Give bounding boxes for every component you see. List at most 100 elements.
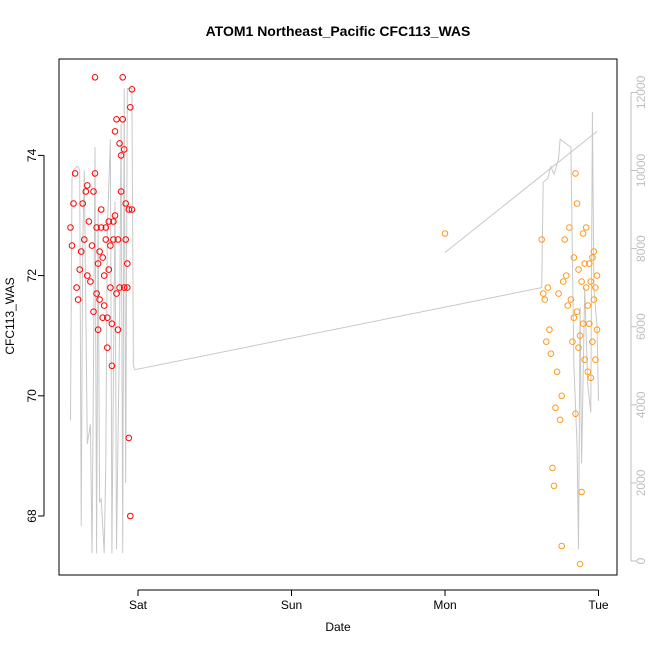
data-point-series-2 [581,260,589,267]
data-point-series-1 [125,434,133,442]
data-point-series-2 [575,266,582,273]
data-point-series-1 [91,74,99,81]
data-point-series-1 [93,290,100,297]
data-point-series-1 [111,212,119,219]
data-point-series-1 [128,206,136,213]
data-point-series-1 [96,296,103,303]
data-point-series-2 [582,224,590,231]
data-point-series-2 [579,230,587,237]
data-point-series-2 [539,290,547,297]
data-point-series-2 [582,284,590,291]
y-tick-label-right: 8000 [634,235,648,262]
x-tick-label: Sun [281,598,302,612]
y-tick-label-right: 0 [634,557,648,564]
data-point-series-1 [114,326,122,334]
data-point-series-1 [85,218,93,225]
data-point-series-1 [119,116,126,123]
y-tick-label-right: 2000 [634,469,648,496]
y-tick-label-left: 70 [25,389,39,403]
data-point-series-2 [564,302,572,309]
y-tick-label-right: 12000 [634,75,648,109]
data-point-series-1 [90,308,97,316]
data-point-series-1 [105,218,113,225]
data-point-series-1 [102,224,110,231]
data-point-series-1 [67,224,74,231]
data-point-series-1 [108,320,116,328]
data-point-series-2 [561,236,569,243]
data-point-series-2 [569,338,576,346]
data-point-series-2 [584,368,592,376]
data-point-series-1 [102,236,110,243]
data-point-series-2 [587,374,595,382]
data-point-series-2 [576,332,584,340]
data-point-series-2 [552,404,559,412]
data-point-series-1 [99,314,106,322]
data-point-series-2 [558,392,566,400]
data-point-series-1 [125,206,133,213]
data-point-series-1 [122,200,129,207]
data-point-series-1 [84,182,91,189]
data-point-series-2 [553,368,561,376]
data-point-series-1 [76,266,83,273]
data-point-series-2 [572,170,579,177]
data-point-series-2 [590,248,598,255]
points-layer [67,74,601,568]
y-tick-label-right: 6000 [634,313,648,340]
data-point-series-1 [104,314,111,322]
data-point-series-2 [559,278,567,285]
data-point-series-1 [68,242,76,249]
y-tick-label-right: 4000 [634,391,648,418]
data-point-series-1 [81,236,88,243]
data-point-series-1 [117,188,125,195]
data-point-series-2 [549,464,556,472]
data-point-series-2 [538,236,546,243]
data-point-series-2 [541,296,549,303]
data-point-series-1 [88,242,96,249]
data-point-series-2 [567,296,575,303]
data-point-series-1 [96,248,103,255]
data-point-series-1 [107,242,114,249]
data-point-series-1 [90,188,97,195]
data-point-series-1 [97,206,105,213]
data-point-series-2 [584,302,592,309]
data-point-series-2 [589,254,596,261]
data-point-series-1 [93,224,100,231]
altitude-line-segment [70,88,599,554]
data-point-series-2 [441,230,449,237]
chart-title: ATOM1 Northeast_Pacific CFC113_WAS [206,23,471,39]
data-point-series-1 [110,218,117,225]
data-point-series-2 [593,326,601,334]
plot-area-frame [58,58,618,576]
data-point-series-2 [575,344,582,352]
data-point-series-1 [127,104,134,111]
x-axis-label: Date [325,620,351,634]
data-point-series-1 [71,170,79,177]
data-point-series-1 [116,140,123,147]
altitude-line-layer [70,88,599,554]
data-point-series-1 [87,278,94,285]
data-point-series-1 [97,224,105,231]
data-point-series-1 [120,284,128,291]
data-point-series-1 [113,116,120,123]
data-point-series-2 [587,278,595,285]
x-tick-label: Sat [129,598,148,612]
data-point-series-2 [546,326,553,334]
altitude-line-segment [444,131,598,253]
data-point-series-1 [105,266,113,273]
data-point-series-2 [555,290,562,297]
data-point-series-1 [94,326,102,334]
data-point-series-2 [570,314,578,322]
data-point-series-2 [563,272,570,279]
data-point-series-1 [84,272,91,279]
data-point-series-1 [108,362,116,370]
data-point-series-2 [566,224,573,231]
data-point-series-1 [114,236,122,243]
data-point-series-1 [104,344,111,352]
data-point-series-2 [579,320,587,328]
data-point-series-2 [570,254,578,261]
data-point-series-2 [578,488,585,496]
data-point-series-1 [111,128,119,135]
data-point-series-1 [73,284,80,291]
